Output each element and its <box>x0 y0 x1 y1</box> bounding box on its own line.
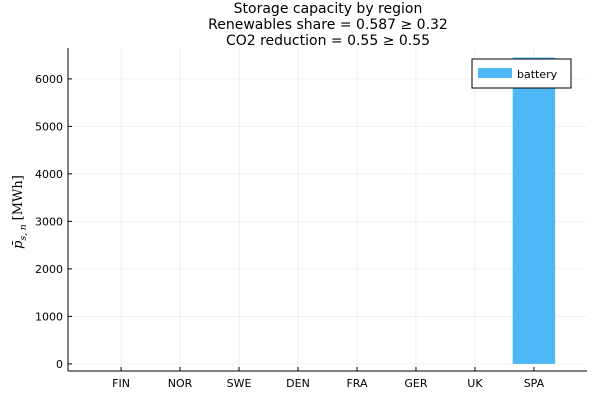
y-tick-labels: 0 1000 2000 3000 4000 5000 6000 <box>35 73 63 371</box>
bars <box>100 57 556 365</box>
y-tick-label: 3000 <box>35 215 63 228</box>
axes <box>67 48 587 372</box>
bar-uk <box>454 364 496 365</box>
y-axis-label-subscript: s, n <box>19 224 29 240</box>
x-tick-labels: FIN NOR SWE DEN FRA GER UK SPA <box>112 377 544 390</box>
x-tick-label-den: DEN <box>286 377 310 390</box>
y-tick-label: 0 <box>56 358 63 371</box>
y-tick-label: 4000 <box>35 168 63 181</box>
x-tick-label-fin: FIN <box>112 377 130 390</box>
title-line-3: CO2 reduction = 0.55 ≥ 0.55 <box>226 33 430 49</box>
y-tick-label: 6000 <box>35 73 63 86</box>
bar-ger <box>395 364 437 365</box>
bar-fra <box>336 364 378 365</box>
x-tick-label-fra: FRA <box>346 377 368 390</box>
x-tick-label-swe: SWE <box>227 377 252 390</box>
y-tick-label: 2000 <box>35 263 63 276</box>
legend-entry-battery: battery <box>517 68 558 81</box>
title-line-2: Renewables share = 0.587 ≥ 0.32 <box>208 17 448 33</box>
y-axis-label-symbol: p̄ <box>11 240 26 249</box>
grid <box>68 48 587 371</box>
x-tick-label-uk: UK <box>467 377 483 390</box>
y-tick-label: 5000 <box>35 120 63 133</box>
bar-swe <box>218 364 260 365</box>
y-axis-label: p̄s, n [MWh] <box>11 175 29 249</box>
bar-nor <box>159 364 201 365</box>
title-line-1: Storage capacity by region <box>234 1 423 17</box>
svg-text:p̄s, n[MWh]: p̄s, n [MWh] <box>11 175 29 249</box>
bar-spa <box>512 57 556 364</box>
chart-title: Storage capacity by region Renewables sh… <box>208 1 448 49</box>
y-axis-label-unit: [MWh] <box>11 175 26 220</box>
legend: battery <box>471 58 572 89</box>
x-tick-label-spa: SPA <box>524 377 545 390</box>
x-tick-label-ger: GER <box>404 377 427 390</box>
legend-swatch-battery <box>478 68 512 78</box>
bar-den <box>277 364 319 365</box>
y-tick-label: 1000 <box>35 310 63 323</box>
x-tick-label-nor: NOR <box>168 377 193 390</box>
bar-fin <box>100 364 142 365</box>
